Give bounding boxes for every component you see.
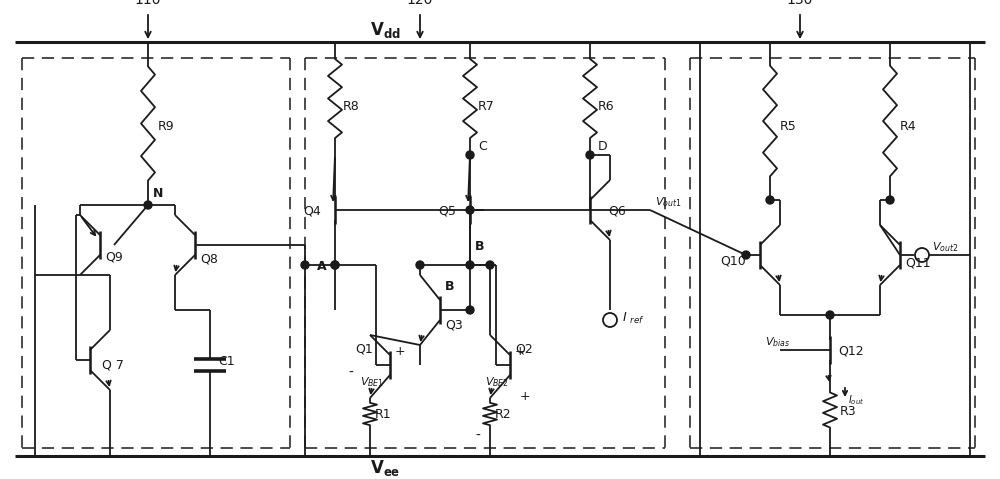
Text: C: C (478, 140, 487, 153)
Text: C1: C1 (218, 355, 235, 368)
Circle shape (886, 196, 894, 204)
Circle shape (486, 261, 494, 269)
Text: Q9: Q9 (105, 250, 123, 263)
Text: -: - (348, 366, 353, 380)
Text: B: B (475, 240, 484, 253)
Text: $\mathbf{V_{dd}}$: $\mathbf{V_{dd}}$ (370, 20, 400, 40)
Text: Q1: Q1 (355, 343, 373, 356)
Text: -: - (475, 429, 480, 443)
Text: N: N (153, 187, 163, 200)
Text: +: + (515, 345, 526, 358)
Circle shape (416, 261, 424, 269)
Circle shape (826, 311, 834, 319)
Text: +: + (395, 345, 406, 358)
Circle shape (144, 201, 152, 209)
Circle shape (586, 151, 594, 159)
Text: $V_{BE2}$: $V_{BE2}$ (485, 375, 509, 389)
Text: R2: R2 (495, 408, 512, 421)
Circle shape (331, 261, 339, 269)
Text: 130: 130 (787, 0, 813, 7)
Text: B: B (445, 280, 454, 293)
Text: $I_{out}$: $I_{out}$ (848, 393, 864, 407)
Text: Q 7: Q 7 (102, 358, 124, 371)
Text: +: + (520, 390, 531, 403)
Text: R7: R7 (478, 100, 495, 113)
Text: R6: R6 (598, 100, 615, 113)
Text: Q6: Q6 (608, 205, 626, 218)
Circle shape (466, 206, 474, 214)
Text: $V_{BE1}$: $V_{BE1}$ (360, 375, 384, 389)
Text: Q5: Q5 (438, 205, 456, 218)
Circle shape (766, 196, 774, 204)
Text: Q12: Q12 (838, 345, 864, 358)
Text: R1: R1 (375, 408, 392, 421)
Circle shape (301, 261, 309, 269)
Text: Q11: Q11 (905, 257, 931, 270)
Text: $V_{bias}$: $V_{bias}$ (765, 335, 790, 349)
Text: $\mathbf{V_{ee}}$: $\mathbf{V_{ee}}$ (370, 458, 400, 478)
Text: R9: R9 (158, 120, 175, 133)
Circle shape (466, 151, 474, 159)
Text: R5: R5 (780, 120, 797, 133)
Text: Q10: Q10 (720, 255, 746, 268)
Text: R8: R8 (343, 100, 360, 113)
Text: R3: R3 (840, 405, 857, 418)
Circle shape (331, 261, 339, 269)
Text: $I\ _{ref}$: $I\ _{ref}$ (622, 311, 645, 326)
Circle shape (466, 306, 474, 314)
Text: Q4: Q4 (303, 205, 321, 218)
Circle shape (742, 251, 750, 259)
Text: $V_{out2}$: $V_{out2}$ (932, 240, 959, 254)
Text: Q2: Q2 (515, 343, 533, 356)
Text: 110: 110 (135, 0, 161, 7)
Text: R4: R4 (900, 120, 917, 133)
Text: $V_{out1}$: $V_{out1}$ (655, 195, 682, 209)
Text: 120: 120 (407, 0, 433, 7)
Text: Q8: Q8 (200, 253, 218, 266)
Text: A: A (317, 260, 327, 273)
Circle shape (466, 261, 474, 269)
Text: D: D (598, 140, 608, 153)
Text: Q3: Q3 (445, 318, 463, 331)
